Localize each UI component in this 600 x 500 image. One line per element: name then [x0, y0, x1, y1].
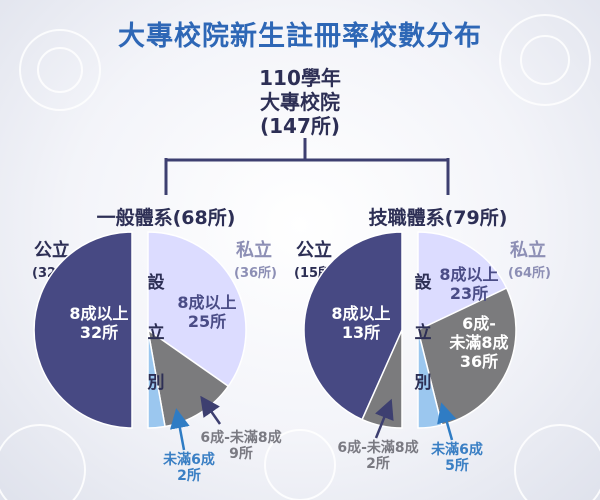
chart-2-private-6to8-label: 6成- 未滿8成 36所: [440, 314, 518, 371]
chart-1-private-6to8-label: 6成-未滿8成: [200, 430, 282, 446]
chart-2-under6-arrow: [437, 402, 457, 441]
chart-1-private-slice-1: [147, 231, 247, 388]
chart-2-private-8plus-label: 8成以上 23所: [432, 265, 506, 303]
chart-2-private-8plus-value: 23所: [449, 284, 489, 303]
chart-2-private-under6-label: 未滿6成: [431, 442, 483, 458]
chart-2-private-count: (64所): [508, 266, 551, 281]
chart-1-private-8plus-value: 25所: [187, 312, 227, 331]
chart-1-private-label: 私立: [236, 240, 272, 261]
chart-1-private-count: (36所): [234, 266, 277, 281]
page-title: 大專校院新生註冊率校數分布: [118, 21, 482, 52]
chart-2-divider-char-2: 立: [414, 323, 432, 343]
chart-2-private-label: 私立: [510, 240, 546, 261]
chart-1-private-8plus-label-line1: 8成以上: [177, 293, 237, 312]
chart-2-public-label: 公立: [296, 240, 332, 261]
root-name: 大專校院: [260, 90, 340, 114]
chart-1-public-slice-1: [33, 231, 133, 429]
chart-1-6to8-arrow: [200, 395, 222, 425]
chart-1-divider-char-3: 別: [147, 373, 165, 393]
root-count: (147所): [259, 114, 341, 138]
chart-1-private-6to8-callout: 6成-未滿8成 9所: [198, 430, 284, 462]
chart-2-private-slice-2: [417, 287, 517, 426]
chart-2-private-8plus-label-line1: 8成以上: [439, 265, 499, 284]
chart-1-private-under6-label: 未滿6成: [163, 452, 215, 468]
chart-1-private-under6-callout: 未滿6成 2所: [152, 452, 226, 484]
chart-2-public-6to8-callout: 6成-未滿8成 2所: [326, 440, 430, 472]
chart-2-public-6to8-label: 6成-未滿8成: [337, 440, 419, 456]
chart-2-private-6to8-value: 36所: [459, 352, 499, 371]
chart-2-public-6to8-value: 2所: [366, 456, 390, 472]
chart-2-public-slice-1: [303, 231, 403, 421]
chart-1-divider-char-1: 設: [147, 273, 165, 293]
chart-2-title: 技職體系(79所): [368, 207, 508, 229]
chart-2-private-6to8-label-line2: 未滿8成: [449, 333, 509, 352]
chart-1-public-8plus-label-line1: 8成以上: [69, 304, 129, 323]
chart-1-public-8plus-label: 8成以上 32所: [64, 304, 134, 342]
root-year: 110學年: [259, 66, 341, 90]
chart-2-public-8plus-label: 8成以上 13所: [326, 304, 396, 342]
chart-2-divider-char-3: 別: [414, 373, 432, 393]
chart-2-private-slice-3: [417, 329, 443, 429]
chart-2-private-slice-1: [417, 231, 508, 332]
chart-2-private-under6-value: 5所: [445, 458, 469, 474]
chart-2-public-8plus-value: 13所: [341, 323, 381, 342]
chart-1-divider-char-2: 立: [147, 323, 165, 343]
chart-2-divider-char-1: 設: [414, 273, 432, 293]
chart-2-private-6to8-label-line1: 6成-: [462, 314, 496, 333]
chart-1-under6-arrow: [170, 408, 190, 451]
chart-1-private-slice-3: [147, 329, 166, 429]
chart-1-private-6to8-value: 9所: [229, 446, 253, 462]
chart-1-public-8plus-value: 32所: [79, 323, 119, 342]
chart-1-title: 一般體系(68所): [96, 207, 236, 229]
chart-2-private-under6-callout: 未滿6成 5所: [420, 442, 494, 474]
chart-1-private-under6-value: 2所: [177, 468, 201, 484]
chart-1-public-label: 公立: [34, 240, 70, 261]
chart-2-public-8plus-label-line1: 8成以上: [331, 304, 391, 323]
chart-1-private-8plus-label: 8成以上 25所: [170, 293, 244, 331]
chart-2-6to8-arrow: [374, 398, 394, 439]
